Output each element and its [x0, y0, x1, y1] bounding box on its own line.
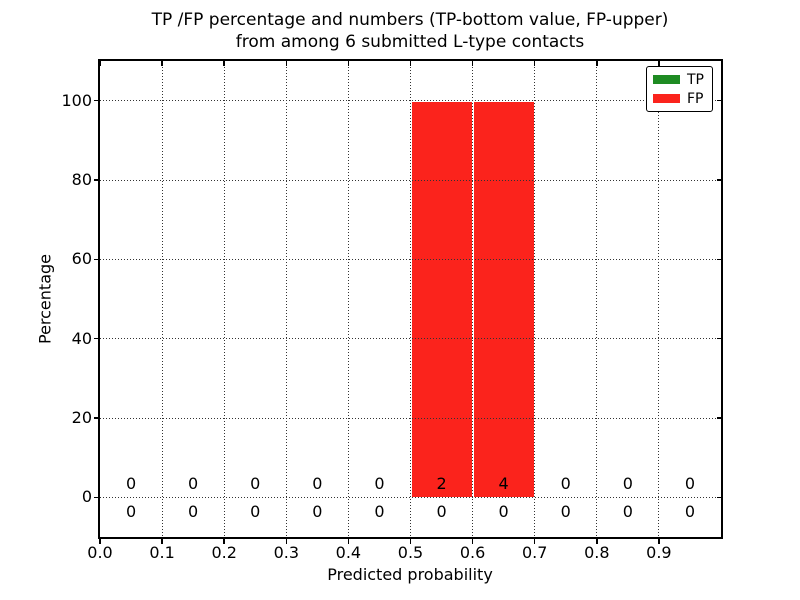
y-tick-right — [716, 337, 721, 340]
x-tick-bottom — [409, 539, 412, 544]
legend-swatch-fp — [653, 94, 680, 103]
count-label-fp: 0 — [622, 474, 633, 493]
count-label-fp: 0 — [250, 474, 261, 493]
x-tick-bottom — [471, 539, 474, 544]
x-tick-label: 0.4 — [335, 543, 362, 562]
x-gridline — [472, 61, 474, 537]
x-tick-label: 0.1 — [149, 543, 175, 562]
x-tick-label: 0.9 — [646, 543, 672, 562]
x-tick-top — [471, 61, 474, 66]
count-label-tp: 0 — [250, 502, 261, 521]
y-tick-left — [93, 258, 98, 261]
y-tick-right — [716, 99, 721, 102]
x-tick-top — [285, 61, 288, 66]
chart-title: TP /FP percentage and numbers (TP-bottom… — [10, 9, 800, 53]
x-tick-top — [533, 61, 536, 66]
count-label-fp: 0 — [125, 474, 137, 493]
y-tick-right — [716, 258, 721, 261]
y-tick-left — [93, 417, 98, 419]
bar-segment-fp — [473, 101, 534, 498]
x-tick-bottom — [161, 539, 163, 544]
y-tick-label: 0 — [81, 487, 92, 507]
x-tick-label: 0.2 — [211, 543, 237, 562]
x-tick-label: 0.7 — [521, 543, 548, 562]
y-tick-left — [93, 99, 98, 102]
y-tick-label: 20 — [71, 408, 92, 427]
legend-box: TP FP — [646, 66, 713, 112]
x-tick-label: 0.6 — [459, 543, 486, 562]
count-label-fp: 2 — [436, 474, 447, 493]
x-tick-bottom — [347, 539, 350, 544]
x-gridline — [596, 61, 598, 537]
x-tick-bottom — [533, 539, 536, 544]
count-label-tp: 0 — [684, 502, 696, 521]
x-gridline — [347, 61, 349, 537]
count-label-tp: 0 — [374, 502, 385, 521]
x-tick-label: 0.3 — [273, 543, 300, 562]
x-tick-bottom — [658, 539, 660, 544]
legend-label: TP — [687, 71, 704, 88]
x-tick-top — [347, 61, 350, 66]
count-label-fp: 0 — [188, 474, 199, 493]
y-tick-left — [93, 337, 98, 340]
x-tick-top — [658, 61, 660, 66]
count-label-fp: 0 — [560, 474, 571, 493]
chart-title-line1: TP /FP percentage and numbers (TP-bottom… — [151, 10, 669, 30]
x-tick-label: 0.8 — [584, 543, 610, 562]
x-tick-bottom — [223, 539, 225, 544]
y-tick-right — [716, 417, 721, 419]
count-label-fp: 4 — [498, 474, 509, 493]
x-gridline — [161, 61, 163, 537]
x-gridline — [285, 61, 287, 537]
x-tick-bottom — [596, 539, 598, 544]
x-gridline — [223, 61, 225, 537]
count-label-tp: 0 — [188, 502, 199, 521]
x-gridline — [658, 61, 660, 537]
legend-swatch-tp — [653, 75, 680, 84]
y-tick-left — [93, 496, 98, 499]
x-axis-label: Predicted probability — [327, 565, 493, 584]
count-label-fp: 0 — [684, 474, 696, 493]
count-label-tp: 0 — [622, 502, 633, 521]
x-tick-label: 0.5 — [397, 543, 424, 562]
count-label-fp: 0 — [312, 474, 323, 493]
count-label-tp: 0 — [125, 502, 137, 521]
y-tick-right — [716, 496, 721, 499]
x-tick-bottom — [285, 539, 288, 544]
count-label-tp: 0 — [560, 502, 571, 521]
x-tick-top — [99, 61, 101, 66]
legend-item-fp: FP — [653, 92, 706, 106]
x-tick-top — [409, 61, 412, 66]
legend-label: FP — [687, 90, 704, 107]
count-label-tp: 0 — [312, 502, 323, 521]
y-tick-label: 60 — [71, 249, 92, 269]
bar-segment-fp — [411, 101, 472, 498]
x-tick-top — [596, 61, 598, 66]
x-tick-top — [223, 61, 225, 66]
y-tick-right — [716, 179, 721, 181]
chart-title-line2: from among 6 submitted L-type contacts — [235, 32, 585, 52]
x-tick-label: 0.0 — [87, 543, 113, 562]
count-label-fp: 0 — [374, 474, 385, 493]
y-tick-label: 100 — [61, 90, 92, 110]
legend-item-tp: TP — [653, 73, 706, 87]
x-tick-bottom — [99, 539, 101, 544]
count-label-tp: 0 — [436, 502, 447, 521]
y-tick-label: 40 — [71, 328, 92, 348]
y-tick-label: 80 — [71, 170, 92, 189]
x-gridline — [534, 61, 536, 537]
count-label-tp: 0 — [498, 502, 509, 521]
x-gridline — [410, 61, 411, 537]
x-tick-top — [161, 61, 163, 66]
y-tick-left — [93, 179, 98, 181]
